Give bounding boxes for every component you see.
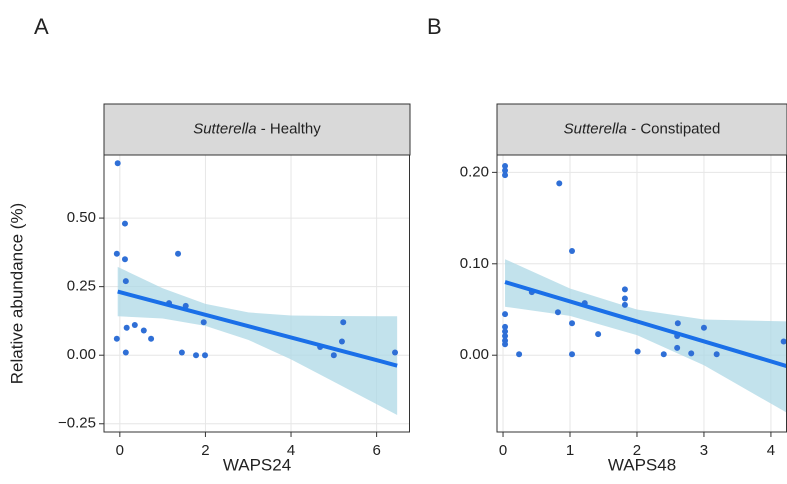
point xyxy=(338,338,345,345)
point xyxy=(340,319,347,326)
strip-title: Sutterella - Constipated xyxy=(564,120,721,137)
point xyxy=(634,348,641,355)
point xyxy=(178,349,185,356)
point xyxy=(660,351,667,358)
point xyxy=(569,247,576,254)
x-tick-label: 0 xyxy=(116,442,124,459)
point xyxy=(121,220,128,227)
y-tick-label: 0.00 xyxy=(67,346,96,363)
point xyxy=(674,320,681,327)
point xyxy=(554,309,561,316)
point xyxy=(502,341,509,348)
point xyxy=(131,322,138,329)
x-tick-label: 2 xyxy=(633,442,641,459)
point xyxy=(780,338,787,345)
x-tick-label: 1 xyxy=(566,442,574,459)
point xyxy=(621,301,628,308)
fit-line xyxy=(117,289,398,368)
point xyxy=(502,162,509,169)
point xyxy=(502,172,509,179)
point xyxy=(148,335,155,342)
x-tick-label: 6 xyxy=(372,442,380,459)
y-tick-label: 0.20 xyxy=(460,163,489,180)
point xyxy=(621,286,628,293)
point xyxy=(113,250,120,257)
point xyxy=(502,328,509,335)
point xyxy=(140,327,147,334)
point xyxy=(175,250,182,257)
strip-genus: Sutterella xyxy=(193,120,256,137)
y-tick-label: 0.25 xyxy=(67,278,96,295)
point xyxy=(569,320,576,327)
point xyxy=(200,319,207,326)
x-tick-label: 0 xyxy=(499,442,507,459)
point xyxy=(113,335,120,342)
y-tick-label: 0.00 xyxy=(460,346,489,363)
point xyxy=(502,323,509,330)
point xyxy=(713,351,720,358)
point xyxy=(516,351,523,358)
point xyxy=(674,344,681,351)
point xyxy=(502,311,509,318)
strip-label: - Healthy xyxy=(257,120,322,137)
x-tick-label: 3 xyxy=(700,442,708,459)
point xyxy=(392,349,399,356)
point xyxy=(122,278,129,285)
point xyxy=(121,256,128,263)
confidence-band xyxy=(505,259,787,413)
point xyxy=(700,324,707,331)
y-axis-label: Relative abundance (%) xyxy=(7,203,26,384)
point xyxy=(123,324,130,331)
point xyxy=(556,180,563,187)
plot-frame xyxy=(103,154,410,433)
y-tick-label: 0.50 xyxy=(67,209,96,226)
x-axis-label: WAPS48 xyxy=(608,455,676,474)
point xyxy=(330,352,337,359)
point xyxy=(114,160,121,167)
x-tick-label: 4 xyxy=(287,442,295,459)
strip-label: - Constipated xyxy=(627,120,720,137)
x-tick-label: 4 xyxy=(767,442,775,459)
point xyxy=(193,352,200,359)
plot xyxy=(497,155,787,432)
x-axis-label: WAPS24 xyxy=(223,455,291,474)
strip-title: Sutterella - Healthy xyxy=(193,120,321,137)
panel-label: B xyxy=(427,14,442,39)
point xyxy=(621,295,628,302)
point xyxy=(202,352,209,359)
point xyxy=(122,349,129,356)
point xyxy=(688,350,695,357)
point xyxy=(502,167,509,174)
y-tick-label: 0.10 xyxy=(460,255,489,272)
y-tick-label: −0.25 xyxy=(58,415,96,432)
plot xyxy=(104,155,410,432)
panel-label: A xyxy=(34,14,49,39)
fit-line xyxy=(504,280,787,369)
x-tick-label: 2 xyxy=(201,442,209,459)
point xyxy=(595,331,602,338)
strip xyxy=(103,103,411,156)
point xyxy=(502,333,509,340)
point xyxy=(569,351,576,358)
strip-genus: Sutterella xyxy=(564,120,627,137)
strip xyxy=(496,103,787,156)
